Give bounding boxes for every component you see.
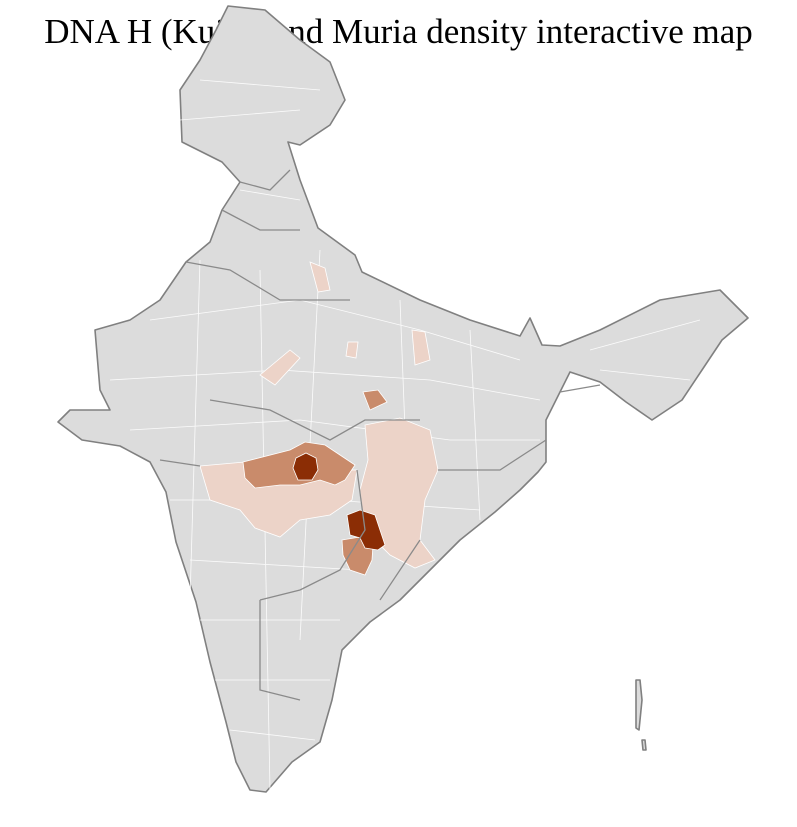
region-medium-north[interactable] xyxy=(362,389,388,411)
map-title: DNA H (Kui) Gond Muria density interacti… xyxy=(44,12,753,51)
region-low-north-1[interactable] xyxy=(309,261,331,293)
region-high-central[interactable] xyxy=(292,452,319,481)
state-boundaries xyxy=(159,169,601,701)
region-low-north-2[interactable] xyxy=(259,349,301,386)
density-regions[interactable] xyxy=(199,261,439,576)
india-outline xyxy=(57,5,749,793)
andaman-islands xyxy=(635,679,647,751)
region-low-north-3[interactable] xyxy=(411,329,431,366)
region-high-south[interactable] xyxy=(346,509,386,551)
region-low-north-4[interactable] xyxy=(345,341,359,359)
